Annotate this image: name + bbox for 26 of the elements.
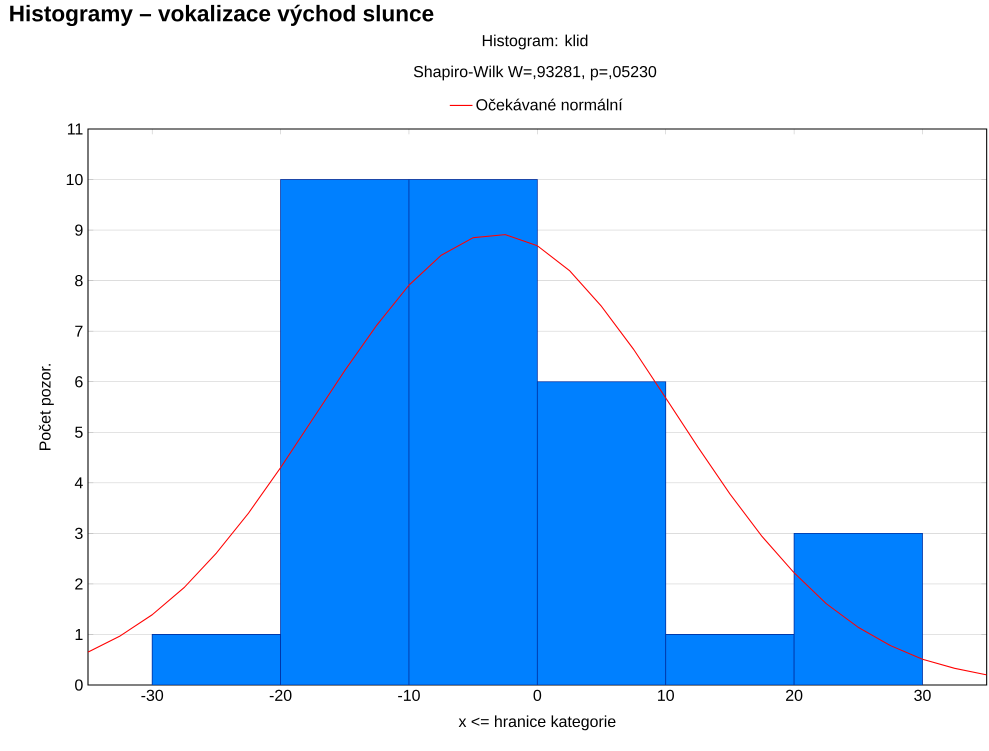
line-series [88,234,987,676]
x-tick-label: 30 [914,690,931,701]
x-axis-title: x <= hranice kategorie [458,715,616,730]
x-tick-label: 0 [534,690,542,701]
x-tick-label: -20 [270,690,292,701]
x-tick-label: -10 [398,690,420,701]
text: Shapiro-Wilk W=,93281, p=,05230 [414,66,656,80]
x-tick-label: 20 [786,690,802,701]
y-axis-title: Počet pozor. [38,364,54,450]
y-tick-label: 7 [75,326,83,337]
legend-label: Očekávané normální [476,98,623,110]
chart-title: Histogramy – vokalizace východ slunce [10,4,434,26]
x-tick-label: -30 [141,690,164,701]
x-tick-label: 10 [658,690,674,701]
y-tick-label: 0 [75,679,83,691]
y-tick-label: 6 [75,376,83,388]
y-tick-label: 10 [66,174,83,186]
y-tick-label: 9 [75,224,83,236]
chart-subtitle: Histogram: klid [482,34,588,50]
y-tick-label: 4 [74,477,83,488]
y-tick-label: 2 [75,578,83,590]
y-tick-label: 3 [75,528,83,539]
y-tick-label: 5 [75,426,83,438]
y-tick-label: 11 [68,124,83,134]
y-tick-label: 8 [75,274,83,286]
y-tick-label: 1 [76,628,83,640]
